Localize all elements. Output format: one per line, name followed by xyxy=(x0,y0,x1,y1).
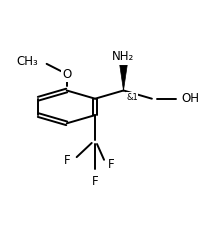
Text: &1: &1 xyxy=(126,93,138,102)
Text: F: F xyxy=(64,154,71,167)
Text: OH: OH xyxy=(182,92,200,105)
Text: F: F xyxy=(92,175,98,188)
Text: F: F xyxy=(108,158,115,171)
Text: CH₃: CH₃ xyxy=(16,55,38,68)
Text: O: O xyxy=(62,67,71,81)
Polygon shape xyxy=(120,65,127,91)
Text: NH₂: NH₂ xyxy=(112,50,135,63)
